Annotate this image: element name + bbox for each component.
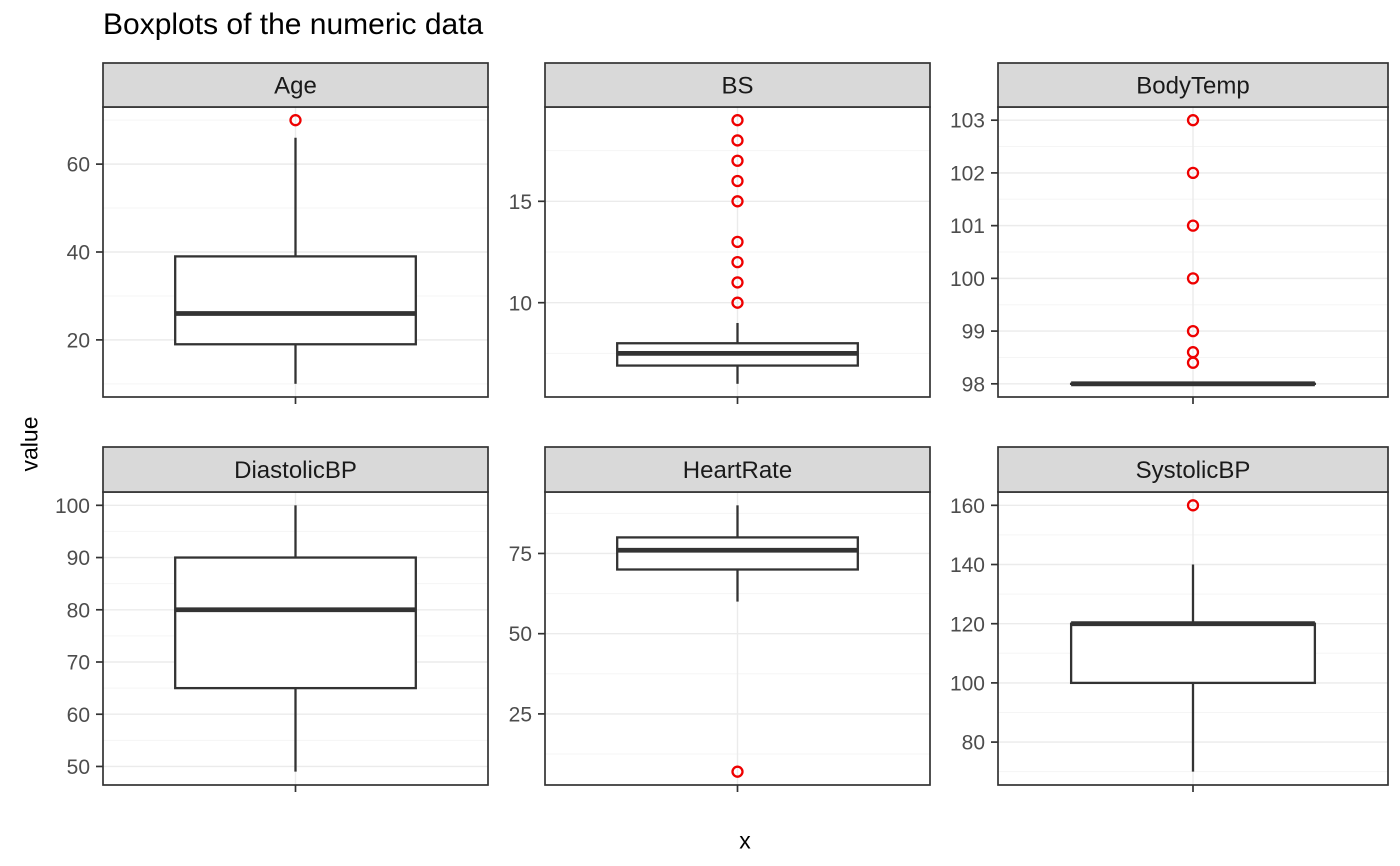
box	[616, 536, 859, 571]
outlier-point	[731, 195, 744, 208]
outlier-point	[1186, 499, 1200, 512]
facet-strip-label: BodyTemp	[1136, 73, 1249, 100]
y-axis-tick-label: 50	[509, 623, 532, 646]
outlier-point	[1186, 324, 1200, 338]
y-axis-tick-label: 100	[55, 495, 90, 518]
box	[174, 255, 417, 346]
outlier-point	[731, 134, 744, 147]
facet-strip-label: SystolicBP	[1136, 457, 1251, 484]
x-axis-title: x	[739, 827, 751, 854]
y-axis-tick-label: 103	[950, 110, 985, 133]
y-axis-tick-label: 100	[950, 268, 985, 291]
outlier-point	[1186, 219, 1200, 232]
outlier-point	[731, 174, 744, 188]
outlier-point	[731, 114, 744, 127]
outlier-point	[731, 154, 744, 167]
outlier-point	[731, 296, 744, 309]
facet-strip-label: DiastolicBP	[234, 457, 357, 484]
outlier-point	[731, 276, 744, 289]
y-axis-tick-label: 70	[67, 652, 90, 675]
y-axis-tick-label: 102	[950, 162, 985, 185]
outlier-point	[731, 765, 744, 778]
y-axis-tick-label: 40	[67, 242, 90, 265]
box	[174, 556, 417, 690]
y-axis-tick-label: 15	[509, 191, 532, 214]
y-axis-tick-label: 140	[950, 554, 985, 577]
y-axis-tick-label: 20	[67, 329, 90, 352]
facet-strip-label: Age	[274, 73, 317, 100]
y-axis-tick-label: 25	[509, 703, 532, 726]
facet-strip	[544, 62, 931, 108]
y-axis-tick-label: 80	[962, 732, 985, 755]
y-axis-tick-label: 120	[950, 613, 985, 636]
y-axis-tick-label: 10	[509, 292, 532, 315]
outlier-point	[289, 114, 302, 127]
outlier-point	[1186, 166, 1200, 180]
outlier-point	[1186, 272, 1200, 285]
y-axis-tick-label: 98	[962, 373, 985, 396]
outlier-point	[1186, 346, 1200, 359]
y-axis-tick-label: 160	[950, 495, 985, 518]
y-axis-title: value	[16, 416, 43, 472]
y-axis-tick-label: 80	[67, 599, 90, 622]
y-axis-tick-label: 99	[962, 321, 985, 344]
y-axis-tick-label: 100	[950, 672, 985, 695]
facet-strip-label: BS	[721, 73, 753, 100]
facet-strip	[102, 446, 489, 493]
facet-strip	[102, 62, 489, 108]
box	[1069, 622, 1317, 685]
facet-strip	[997, 62, 1389, 108]
outlier-point	[731, 235, 744, 249]
facet-strip	[997, 446, 1389, 493]
y-axis-tick-label: 101	[950, 215, 985, 238]
y-axis-tick-label: 60	[67, 704, 90, 727]
outlier-point	[1186, 114, 1200, 127]
outlier-point	[731, 255, 744, 269]
facet-strip-label: HeartRate	[683, 457, 792, 484]
y-axis-tick-label: 60	[67, 154, 90, 177]
y-axis-tick-label: 75	[509, 543, 532, 566]
y-axis-tick-label: 50	[67, 756, 90, 779]
chart-title: Boxplots of the numeric data	[103, 8, 484, 41]
y-axis-tick-label: 90	[67, 547, 90, 570]
facet-strip	[544, 446, 931, 493]
